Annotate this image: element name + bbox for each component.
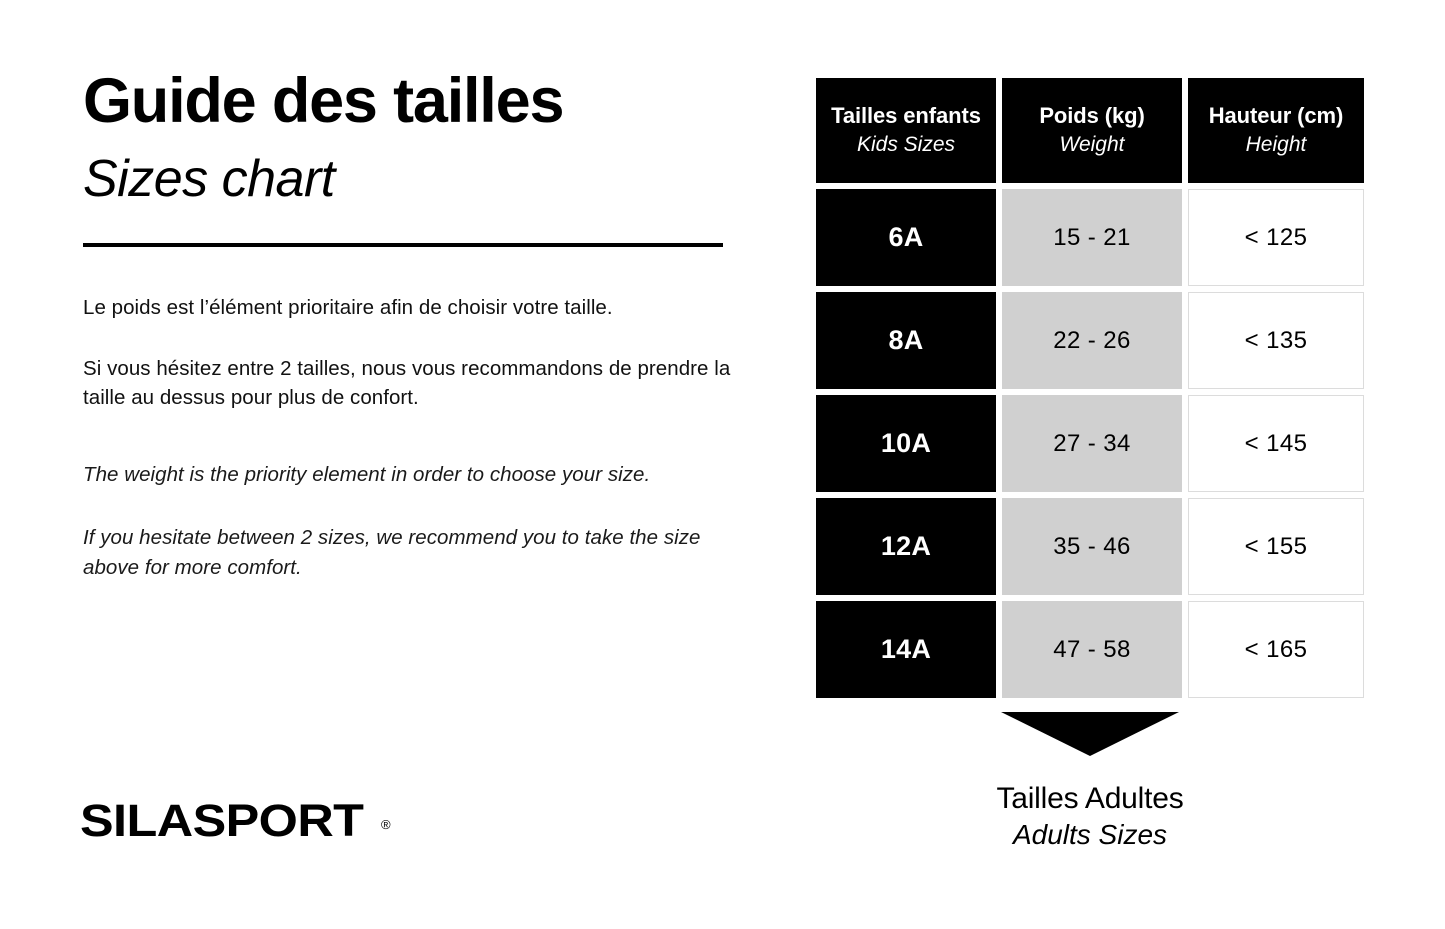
table-row: 12A 35 - 46 < 155: [816, 498, 1364, 595]
cell-height: < 125: [1188, 189, 1364, 286]
table-header-row: Tailles enfants Kids Sizes Poids (kg) We…: [816, 78, 1364, 183]
cell-weight: 27 - 34: [1002, 395, 1182, 492]
note-en-weight-priority: The weight is the priority element in or…: [83, 463, 651, 487]
adults-label-en: Adults Sizes: [1012, 818, 1168, 850]
cell-size: 6A: [816, 189, 996, 286]
adults-arrow: [1001, 712, 1179, 756]
cell-height: < 145: [1188, 395, 1364, 492]
note-fr-weight-priority: Le poids est l’élément prioritaire afin …: [83, 296, 613, 319]
intro-panel: Guide des tailles Sizes chart Le poids e…: [83, 70, 743, 582]
table-row: 14A 47 - 58 < 165: [816, 601, 1364, 698]
cell-size: 10A: [816, 395, 996, 492]
title-divider: [83, 243, 723, 247]
cell-weight: 15 - 21: [1002, 189, 1182, 286]
header-label-en: Weight: [1059, 132, 1125, 156]
cell-size: 12A: [816, 498, 996, 595]
cell-height: < 135: [1188, 292, 1364, 389]
page-subtitle: Sizes chart: [83, 150, 335, 208]
adults-label-fr: Tailles Adultes: [996, 782, 1184, 815]
table-row: 10A 27 - 34 < 145: [816, 395, 1364, 492]
cell-weight: 35 - 46: [1002, 498, 1182, 595]
header-label-en: Height: [1245, 132, 1307, 156]
cell-weight: 47 - 58: [1002, 601, 1182, 698]
registered-trademark-icon: ®: [381, 817, 391, 832]
table-header-height: Hauteur (cm) Height: [1188, 78, 1364, 183]
header-label-fr: Tailles enfants: [831, 103, 981, 129]
header-label-fr: Poids (kg): [1039, 103, 1145, 129]
cell-size: 14A: [816, 601, 996, 698]
cell-height: < 155: [1188, 498, 1364, 595]
cell-height: < 165: [1188, 601, 1364, 698]
triangle-down-icon: [1001, 712, 1179, 756]
table-row: 8A 22 - 26 < 135: [816, 292, 1364, 389]
cell-weight: 22 - 26: [1002, 292, 1182, 389]
cell-size: 8A: [816, 292, 996, 389]
header-label-en: Kids Sizes: [856, 132, 956, 156]
header-label-fr: Hauteur (cm): [1208, 103, 1344, 129]
sizes-table: Tailles enfants Kids Sizes Poids (kg) We…: [816, 78, 1364, 698]
note-en-size-up: If you hesitate between 2 sizes, we reco…: [83, 526, 701, 579]
logo-wordmark: SILASPORT: [80, 795, 364, 846]
adults-sizes-label: Tailles Adultes Adults Sizes: [816, 782, 1364, 851]
note-fr-size-up: Si vous hésitez entre 2 tailles, nous vo…: [83, 357, 731, 410]
silasport-logo: SILASPORT ®: [80, 798, 391, 843]
table-header-kids-sizes: Tailles enfants Kids Sizes: [816, 78, 996, 183]
table-header-weight: Poids (kg) Weight: [1002, 78, 1182, 183]
page-title: Guide des tailles: [83, 66, 564, 136]
table-row: 6A 15 - 21 < 125: [816, 189, 1364, 286]
